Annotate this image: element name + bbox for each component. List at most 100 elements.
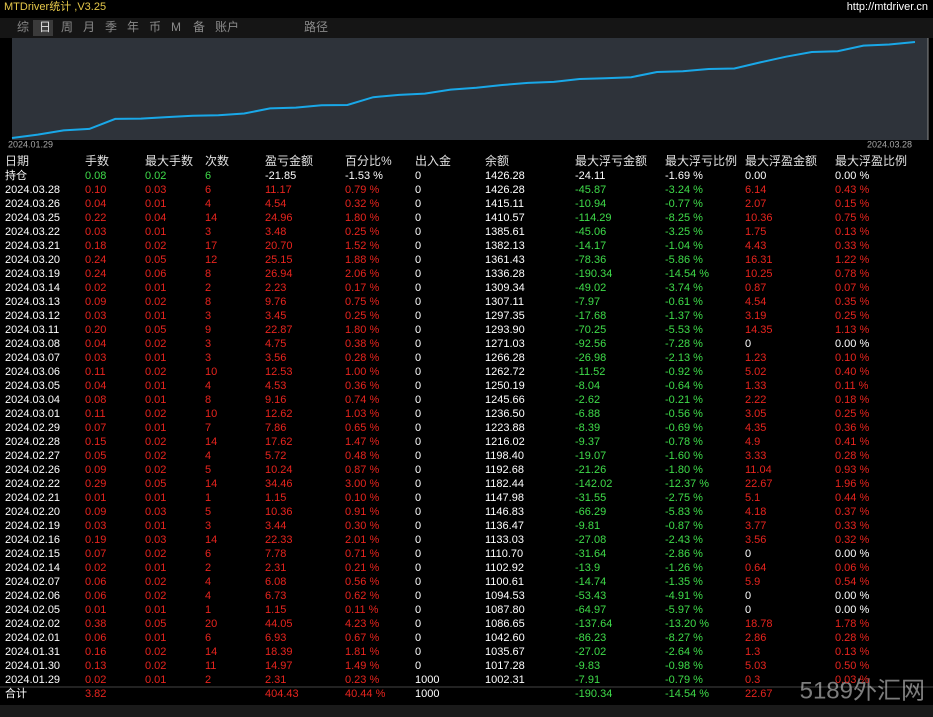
cell: 0.01 <box>145 562 166 574</box>
cell: -3.74 % <box>665 282 703 294</box>
tab[interactable]: 月 <box>83 20 95 34</box>
cell: 0.67 % <box>345 632 379 644</box>
cell: 2024.02.14 <box>5 562 60 574</box>
chart-start-label: 2024.01.29 <box>8 139 53 149</box>
cell: 0.01 <box>145 632 166 644</box>
cell: 0.05 <box>145 254 166 266</box>
cell: 0 <box>415 632 421 644</box>
cell: 4.9 <box>745 436 760 448</box>
cell: 6 <box>205 184 211 196</box>
cell: -21.85 <box>265 170 296 182</box>
cell: 2.86 <box>745 632 766 644</box>
cell: 0 <box>415 352 421 364</box>
cell: 3 <box>205 310 211 322</box>
cell: 9.16 <box>265 394 286 406</box>
tab[interactable]: 币 <box>149 20 161 34</box>
cell: 1.00 % <box>345 366 379 378</box>
cell: 2.01 % <box>345 534 379 546</box>
cell: 0.13 <box>85 660 106 672</box>
tab[interactable]: 备 <box>193 20 205 34</box>
cell: 12.53 <box>265 366 293 378</box>
cell: 0.09 <box>85 506 106 518</box>
cell: -7.28 % <box>665 338 703 350</box>
cell: 0.02 <box>145 170 166 182</box>
cell: 20.70 <box>265 240 293 252</box>
cell: 8 <box>205 394 211 406</box>
tab[interactable]: 账户 <box>215 19 239 34</box>
cell: 0.02 <box>85 562 106 574</box>
cell: 0.02 <box>145 464 166 476</box>
cell: 0.02 <box>145 660 166 672</box>
cell: 2024.03.22 <box>5 226 60 238</box>
cell: 0.36 % <box>835 422 869 434</box>
cell: 0 <box>415 646 421 658</box>
cell: 0.38 <box>85 618 106 630</box>
cell: 2 <box>205 674 211 686</box>
cell: 0.01 <box>145 394 166 406</box>
cell: 0.01 <box>145 380 166 392</box>
cell: 0.08 <box>85 394 106 406</box>
tab[interactable]: 周 <box>61 20 73 34</box>
cell: 0.02 <box>145 408 166 420</box>
cell: 2024.02.05 <box>5 604 60 616</box>
cell: 1.88 % <box>345 254 379 266</box>
cell: 2.31 <box>265 674 286 686</box>
cell: 1.13 % <box>835 324 869 336</box>
cell: 1.96 % <box>835 478 869 490</box>
cell: 24.96 <box>265 212 293 224</box>
cell: 1236.50 <box>485 408 525 420</box>
cell: 2024.03.08 <box>5 338 60 350</box>
cell: 0 <box>415 268 421 280</box>
cell: 5.03 <box>745 660 766 672</box>
cell: 0.22 <box>85 212 106 224</box>
cell: -5.97 % <box>665 604 703 616</box>
column-header: 百分比% <box>345 154 392 168</box>
cell: 1.78 % <box>835 618 869 630</box>
cell: -17.68 <box>575 310 606 322</box>
cell: 10.36 <box>745 212 773 224</box>
tab[interactable]: 综 <box>17 20 29 34</box>
cell: 0.3 <box>745 674 760 686</box>
cell: 0.02 <box>145 548 166 560</box>
cell: 1250.19 <box>485 380 525 392</box>
cell: 1.15 <box>265 604 286 616</box>
cell: 3.05 <box>745 408 766 420</box>
cell: 12.62 <box>265 408 293 420</box>
cell: 0.03 <box>85 520 106 532</box>
cell: 11.17 <box>265 184 292 196</box>
cell: 0.02 <box>145 576 166 588</box>
tab[interactable]: 年 <box>127 20 139 34</box>
cell: 0.00 % <box>835 170 869 182</box>
cell: 0.43 % <box>835 184 869 196</box>
cell: 2024.03.21 <box>5 240 60 252</box>
tab[interactable]: 日 <box>39 20 51 34</box>
cell: 1147.98 <box>485 492 524 504</box>
cell: 2024.02.07 <box>5 576 60 588</box>
cell: 1415.11 <box>485 198 524 210</box>
cell: 2024.03.04 <box>5 394 60 406</box>
cell: 2024.01.31 <box>5 646 60 658</box>
cell: 0.64 <box>745 562 766 574</box>
cell: 0.23 % <box>345 674 379 686</box>
cell: 0.00 % <box>835 604 869 616</box>
cell: 2024.03.28 <box>5 184 60 196</box>
cell: 0.06 % <box>835 562 869 574</box>
cell: 0.18 % <box>835 394 869 406</box>
cell: 2024.03.01 <box>5 408 60 420</box>
cell: 2.22 <box>745 394 766 406</box>
cell: 0.87 <box>745 282 766 294</box>
cell: 1.3 <box>745 646 760 658</box>
tab[interactable]: 路径 <box>304 19 328 34</box>
app-title: MTDriver统计 ,V3.25 <box>4 0 106 13</box>
cell: -190.34 <box>575 268 612 280</box>
cell: 0.91 % <box>345 506 379 518</box>
cell: -114.29 <box>575 212 612 224</box>
cell: 0.93 % <box>835 464 869 476</box>
column-header: 余额 <box>485 153 509 168</box>
tab[interactable]: M <box>171 20 181 34</box>
cell: 0 <box>415 296 421 308</box>
cell: 14 <box>205 646 217 658</box>
cell: 0.38 % <box>345 338 379 350</box>
cell: 10 <box>205 366 217 378</box>
tab[interactable]: 季 <box>105 20 117 34</box>
